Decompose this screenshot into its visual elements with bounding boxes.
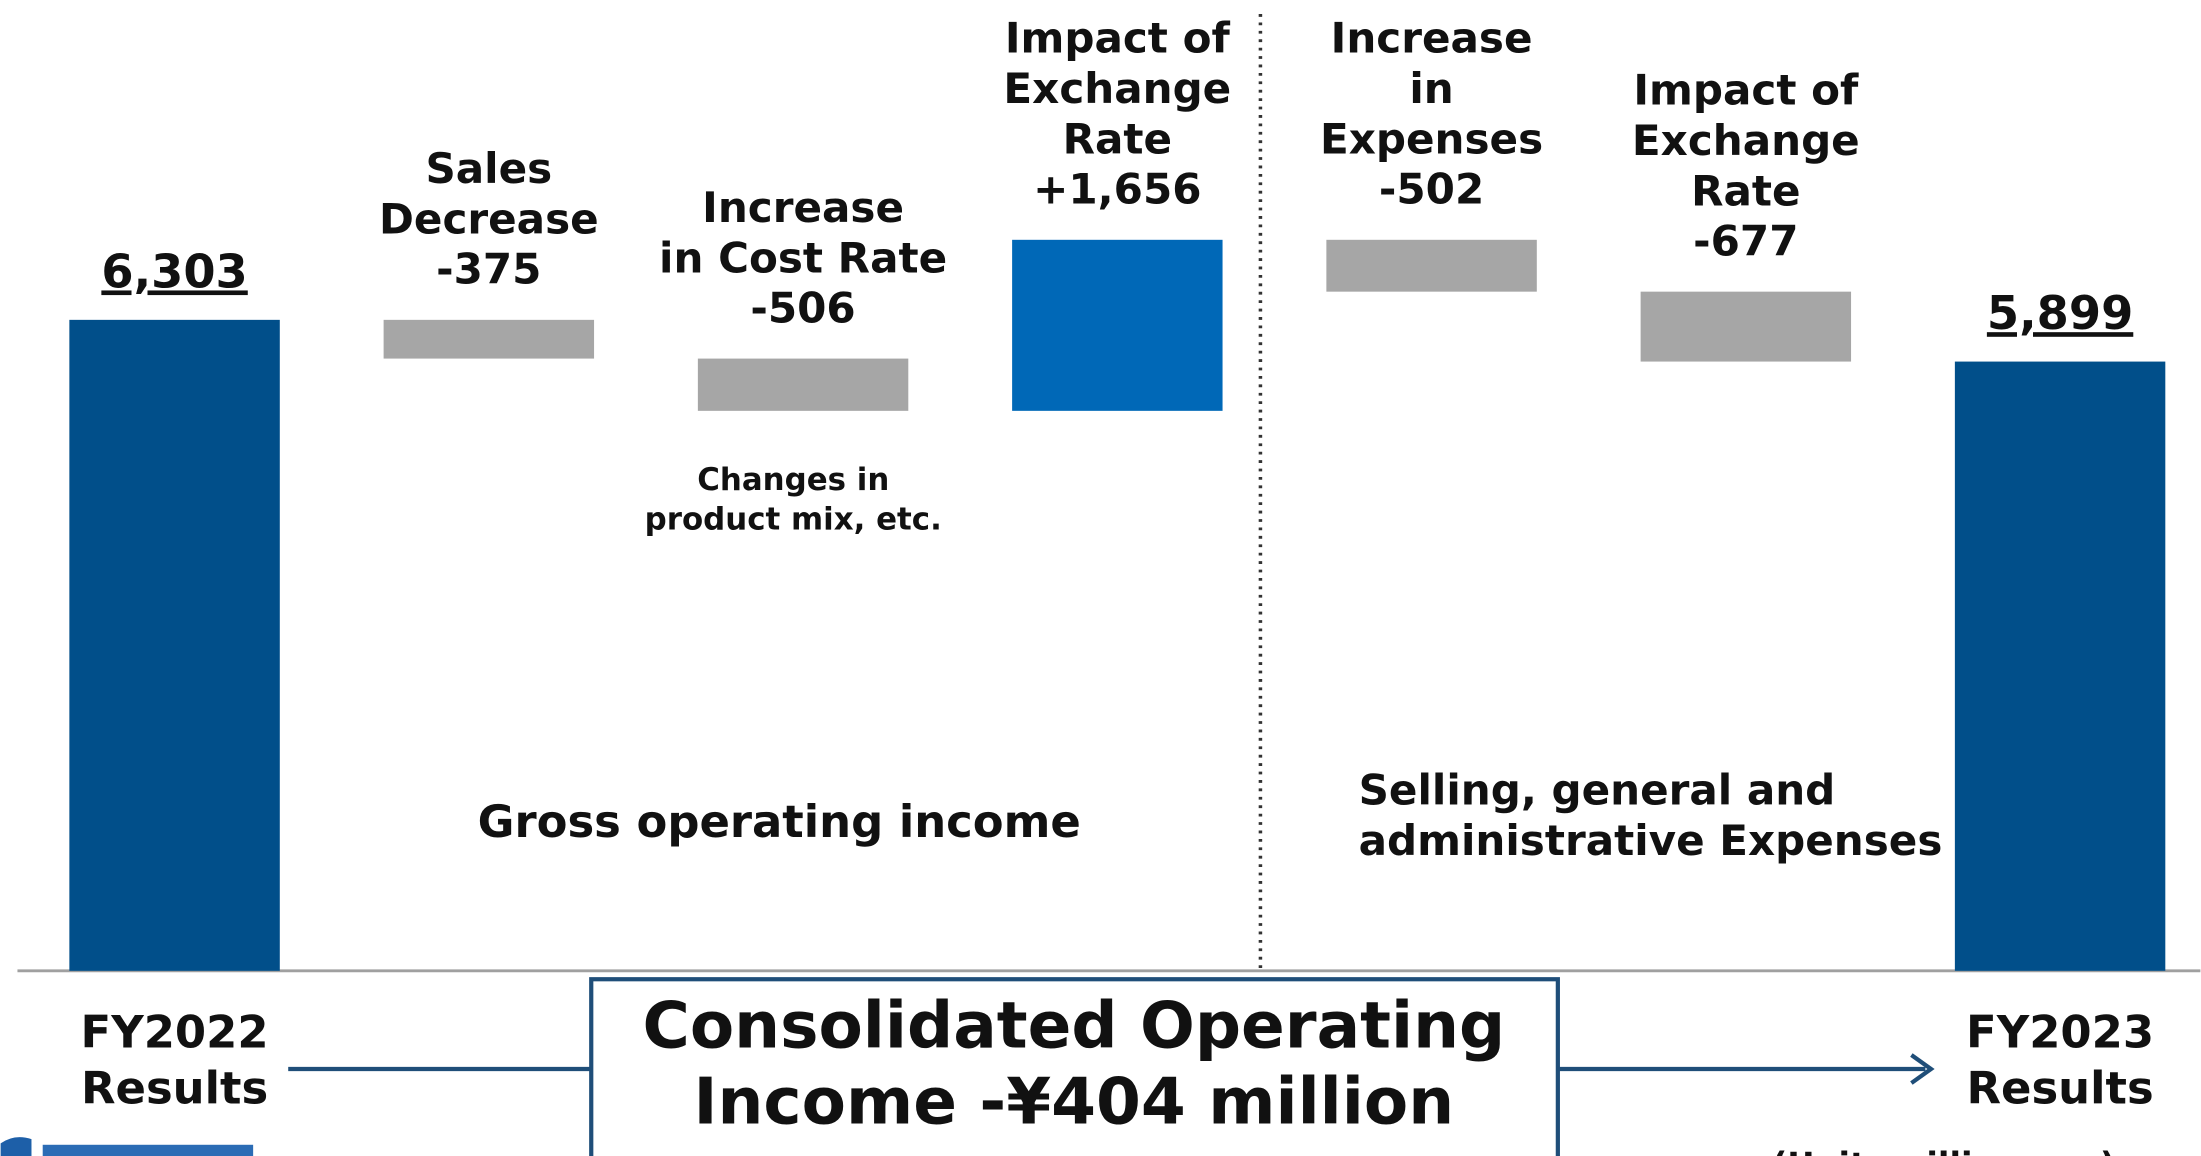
total-bar xyxy=(1954,361,2166,971)
sga-label: Selling, general and administrative Expen… xyxy=(1359,765,1943,865)
category-label: Impact of Exchange Rate xyxy=(1632,65,1860,215)
decrease-bar xyxy=(1326,239,1537,292)
summary-box xyxy=(589,977,1560,1156)
category-label: Increase in Expenses xyxy=(1320,13,1543,163)
value-label: 6,303 xyxy=(101,244,247,298)
unit-label: (Unit: million yen) xyxy=(1772,1146,2116,1156)
logo-fragment xyxy=(0,1137,32,1156)
value-label: -506 xyxy=(750,283,855,332)
gross-label: Gross operating income xyxy=(478,795,1081,848)
category-label: Sales Decrease xyxy=(379,144,599,244)
total-bar xyxy=(69,319,280,971)
logo-fragment xyxy=(42,1144,254,1156)
value-label: -502 xyxy=(1379,165,1484,214)
value-label: 5,899 xyxy=(1987,286,2133,340)
summary-text: Consolidated Operating Income -¥404 milli… xyxy=(642,988,1505,1139)
category-label: FY2022 Results xyxy=(81,1005,269,1114)
cost-note: Changes in product mix, etc. xyxy=(645,462,942,537)
increase-bar xyxy=(1012,239,1223,411)
value-label: +1,656 xyxy=(1033,165,1201,214)
arrow-head xyxy=(1910,1053,1935,1085)
category-label: Increase in Cost Rate xyxy=(659,182,947,282)
category-label: Impact of Exchange Rate xyxy=(1003,13,1231,163)
category-label: FY2023 Results xyxy=(1966,1005,2154,1114)
value-label: -677 xyxy=(1693,216,1798,265)
decrease-bar xyxy=(383,319,595,359)
value-label: -375 xyxy=(436,245,541,294)
decrease-bar xyxy=(1640,291,1852,362)
decrease-bar xyxy=(697,358,909,411)
